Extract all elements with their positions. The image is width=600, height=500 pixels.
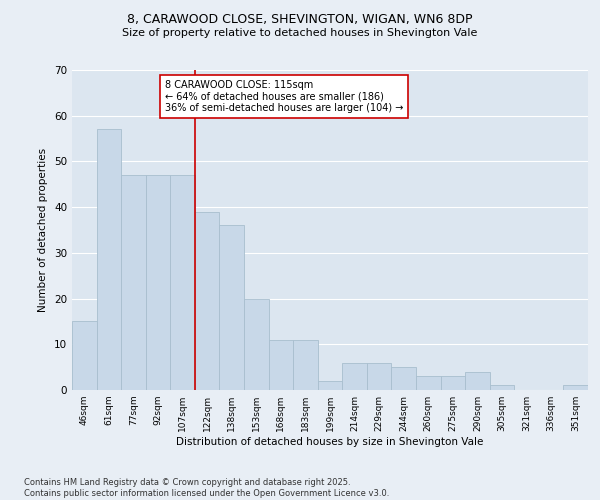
Text: 8, CARAWOOD CLOSE, SHEVINGTON, WIGAN, WN6 8DP: 8, CARAWOOD CLOSE, SHEVINGTON, WIGAN, WN… [127, 12, 473, 26]
Bar [440, 376, 465, 390]
Bar [146, 175, 170, 390]
Bar [367, 362, 391, 390]
Bar [318, 381, 342, 390]
Bar [195, 212, 220, 390]
Bar [342, 362, 367, 390]
Text: 8 CARAWOOD CLOSE: 115sqm
← 64% of detached houses are smaller (186)
36% of semi-: 8 CARAWOOD CLOSE: 115sqm ← 64% of detach… [165, 80, 403, 113]
Text: Size of property relative to detached houses in Shevington Vale: Size of property relative to detached ho… [122, 28, 478, 38]
Bar [269, 340, 293, 390]
Bar [293, 340, 318, 390]
Bar [72, 322, 97, 390]
Bar [490, 386, 514, 390]
Bar [97, 130, 121, 390]
Bar [121, 175, 146, 390]
Bar [563, 386, 588, 390]
Text: Contains HM Land Registry data © Crown copyright and database right 2025.
Contai: Contains HM Land Registry data © Crown c… [24, 478, 389, 498]
Bar [465, 372, 490, 390]
Bar [391, 367, 416, 390]
Y-axis label: Number of detached properties: Number of detached properties [38, 148, 49, 312]
X-axis label: Distribution of detached houses by size in Shevington Vale: Distribution of detached houses by size … [176, 437, 484, 447]
Bar [170, 175, 195, 390]
Bar [220, 226, 244, 390]
Bar [244, 298, 269, 390]
Bar [416, 376, 440, 390]
